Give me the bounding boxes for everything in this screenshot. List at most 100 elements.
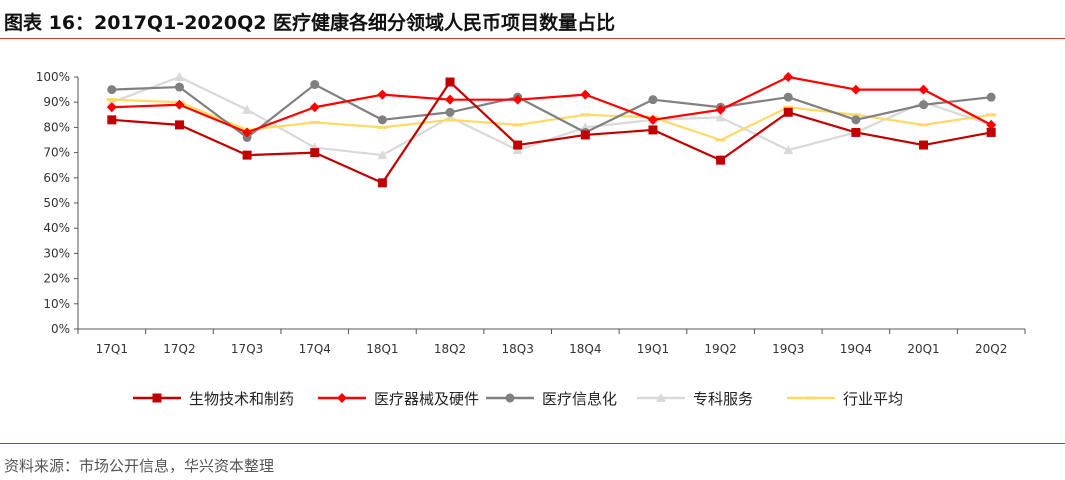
data-point	[106, 98, 117, 102]
data-point	[445, 118, 456, 122]
data-point	[242, 127, 253, 138]
x-tick-label: 17Q3	[231, 342, 263, 356]
data-point	[850, 113, 861, 117]
legend-label: 行业平均	[843, 390, 903, 408]
data-point	[716, 155, 726, 165]
data-point	[850, 84, 861, 95]
data-point	[715, 112, 726, 122]
chart-axes: 0% 10% 20% 30% 40% 50% 60% 70% 80% 90% 100% 17Q1 17Q…	[36, 70, 1026, 356]
x-tick-label: 18Q3	[501, 342, 533, 356]
x-tick-label: 19Q4	[840, 342, 872, 356]
x-tick-label: 19Q3	[772, 342, 804, 356]
series-2	[106, 72, 997, 138]
y-tick-label: 20%	[43, 272, 70, 286]
x-tick-label: 20Q1	[907, 342, 939, 356]
bottom-divider	[0, 443, 1065, 444]
legend-item-4: 专科服务	[637, 390, 753, 408]
line-chart: 0% 10% 20% 30% 40% 50% 60% 70% 80% 90% 100% 17Q1 17Q…	[36, 70, 1026, 408]
data-point	[445, 77, 455, 87]
data-point	[648, 95, 658, 105]
data-point	[783, 92, 793, 102]
data-point	[174, 82, 184, 92]
legend-item-2: 医疗器械及硬件	[318, 390, 479, 408]
data-point	[309, 102, 320, 113]
data-point	[580, 130, 590, 140]
data-point	[445, 107, 455, 117]
legend-item-3: 医疗信息化	[486, 390, 617, 408]
data-point	[986, 119, 997, 130]
data-point	[783, 105, 794, 109]
data-point	[647, 114, 658, 125]
series-1	[107, 77, 996, 188]
data-point	[851, 127, 861, 137]
data-point	[310, 80, 320, 90]
data-point	[377, 150, 388, 160]
x-tick-label: 18Q2	[434, 342, 466, 356]
y-tick-label: 40%	[43, 221, 70, 235]
x-tick-label: 18Q1	[366, 342, 398, 356]
x-tick-label: 17Q4	[299, 342, 331, 356]
source-note: 资料来源：市场公开信息，华兴资本整理	[4, 457, 275, 475]
data-point	[918, 84, 929, 95]
legend-label: 专科服务	[693, 390, 753, 408]
x-tick-label: 19Q1	[637, 342, 669, 356]
y-tick-label: 70%	[43, 146, 70, 160]
data-point	[377, 178, 387, 188]
data-point	[106, 97, 117, 107]
data-point	[107, 85, 117, 95]
x-tick-label: 17Q1	[96, 342, 128, 356]
data-point	[783, 107, 793, 117]
x-tick-label: 18Q4	[569, 342, 601, 356]
x-tick-label: 17Q2	[163, 342, 195, 356]
y-tick-label: 30%	[43, 246, 70, 260]
legend-marker	[505, 393, 515, 403]
data-point	[512, 123, 523, 127]
data-point	[310, 148, 320, 158]
x-tick-label: 20Q2	[975, 342, 1007, 356]
top-divider	[0, 38, 1065, 39]
data-point	[783, 145, 794, 155]
legend-label: 医疗信息化	[542, 390, 617, 408]
y-tick-label: 80%	[43, 120, 70, 134]
y-tick-label: 10%	[43, 297, 70, 311]
series-line	[111, 80, 992, 184]
chart-title: 图表 16：2017Q1-2020Q2 医疗健康各细分领域人民币项目数量占比	[4, 12, 616, 34]
chart-legend: 生物技术和制药 医疗器械及硬件 医疗信息化 专科服务 行业平均	[133, 390, 903, 408]
data-point	[242, 132, 252, 142]
legend-marker	[337, 393, 347, 403]
data-point	[242, 104, 253, 114]
data-point	[377, 89, 388, 100]
series-line	[111, 75, 992, 134]
data-point	[107, 115, 117, 125]
legend-label: 医疗器械及硬件	[374, 390, 479, 408]
data-point	[919, 100, 929, 110]
legend-label: 生物技术和制药	[189, 390, 294, 408]
data-point	[986, 127, 996, 137]
x-tick-label: 19Q2	[704, 342, 736, 356]
legend-item-5: 行业平均	[787, 390, 903, 408]
data-point	[783, 72, 794, 82]
data-point	[309, 120, 320, 124]
y-tick-label: 100%	[36, 70, 70, 84]
data-point	[580, 113, 591, 117]
data-point	[377, 115, 387, 125]
y-tick-label: 0%	[51, 322, 70, 336]
data-point	[445, 94, 456, 105]
legend-marker	[656, 393, 666, 402]
data-point	[918, 123, 929, 127]
legend-marker	[806, 396, 816, 400]
y-tick-label: 90%	[43, 95, 70, 109]
data-point	[648, 125, 658, 135]
series-5	[106, 98, 997, 142]
data-point	[580, 89, 591, 100]
data-point	[106, 102, 117, 113]
data-point	[174, 72, 185, 81]
data-point	[242, 150, 252, 160]
legend-marker	[152, 393, 162, 403]
data-point	[512, 145, 523, 155]
data-point	[986, 113, 997, 117]
data-point	[851, 115, 861, 125]
data-point	[513, 140, 523, 150]
data-point	[919, 140, 929, 150]
data-point	[377, 125, 388, 129]
